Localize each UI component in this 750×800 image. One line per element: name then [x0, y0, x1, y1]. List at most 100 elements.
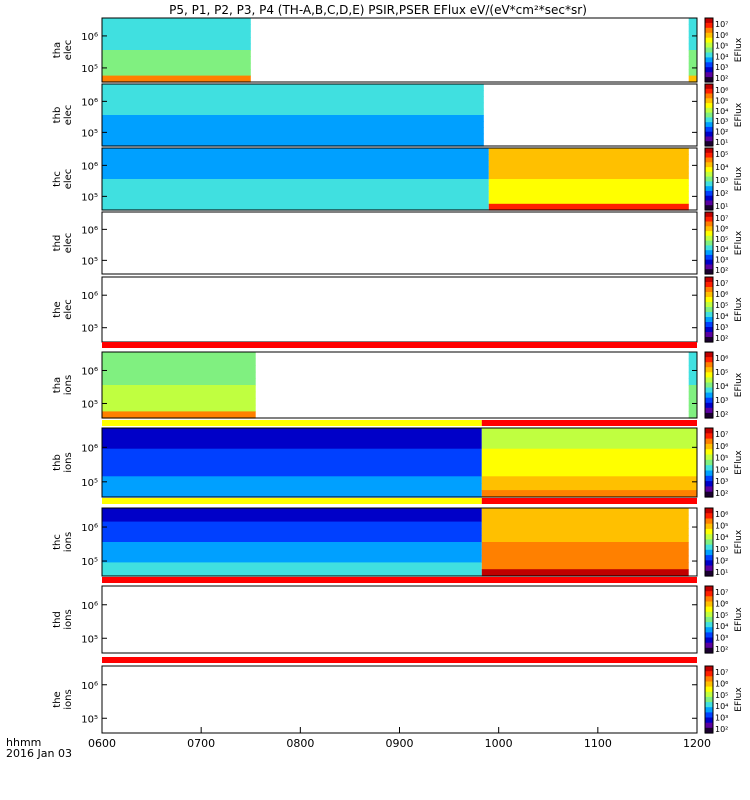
spectrum-band: [102, 428, 482, 436]
colorbar-swatch: [705, 37, 713, 44]
colorbar-swatch: [705, 712, 713, 719]
colorbar-unit-label: EFlux: [734, 372, 744, 397]
colorbar-swatch: [705, 176, 713, 182]
spectrum-band: [488, 191, 689, 199]
colorbar-swatch: [705, 671, 713, 677]
colorbar-tick-label: 10³: [715, 714, 728, 723]
spectrum-band: [102, 404, 256, 412]
colorbar-tick-label: 10⁵: [715, 42, 728, 51]
colorbar-swatch: [705, 221, 713, 227]
colorbar-tick-label: 10⁵: [715, 611, 728, 620]
mode-bars: [102, 342, 697, 663]
spectrum-band: [488, 154, 689, 161]
colorbar-frame: [704, 211, 714, 275]
spectrum-band: [481, 508, 689, 516]
spectrum-band: [102, 75, 251, 83]
colorbar-swatch: [705, 637, 713, 644]
y-tick-label: 10⁵: [81, 128, 98, 139]
colorbar-frame: [704, 147, 714, 211]
spectrum-band: [481, 469, 697, 477]
y-tick-label: 10⁶: [81, 523, 98, 534]
colorbar-tick-label: 10³: [715, 396, 728, 405]
panel-frame: [101, 83, 698, 147]
spectrum-band: [102, 160, 489, 168]
colorbar-swatch: [705, 717, 713, 724]
colorbar-tick-label: 10²: [715, 74, 728, 83]
colorbar-tick-label: 10³: [715, 545, 728, 554]
colorbar-tick-label: 10²: [715, 334, 728, 343]
panel-ylabel: the: [52, 691, 63, 707]
colorbar-tick-label: 10⁴: [715, 163, 728, 172]
spectrum-band: [481, 528, 689, 536]
spectrum-band: [102, 385, 256, 393]
panel-ylabel: thb: [52, 107, 63, 124]
mode-bar-segment: [481, 420, 697, 426]
mode-bar-segment: [481, 498, 697, 504]
colorbar-swatch: [705, 277, 713, 283]
colorbar-swatch: [705, 162, 713, 168]
panel-ylabel: elec: [63, 105, 74, 126]
colorbar-unit-label: EFlux: [734, 102, 744, 127]
x-tick-label: 0800: [286, 737, 314, 750]
colorbar-tick-label: 10⁵: [715, 522, 728, 531]
colorbar-tick-label: 10⁶: [715, 31, 728, 40]
colorbar-frame: [704, 351, 714, 419]
colorbar-swatch: [705, 591, 713, 597]
panel-frame: [101, 585, 698, 654]
colorbar-swatch: [705, 397, 713, 404]
colorbar-tick-label: 10⁶: [715, 599, 728, 608]
spectrum-band: [102, 448, 482, 457]
spectrum-band: [688, 24, 697, 32]
spectrum-band: [102, 37, 251, 45]
colorbar-tick-label: 10²: [715, 645, 728, 654]
colorbar-tick-label: 10³: [715, 323, 728, 332]
colorbar-swatch: [705, 88, 713, 95]
colorbar-swatch: [705, 565, 713, 572]
spectrum-band: [688, 37, 697, 45]
colorbar-swatch: [705, 722, 713, 729]
spectrum-band: [488, 185, 689, 192]
colorbar-swatch: [705, 560, 713, 567]
colorbar-swatch: [705, 570, 713, 577]
spectrum-band: [102, 115, 484, 122]
colorbar-swatch: [705, 27, 713, 34]
colorbar-swatch: [705, 627, 713, 633]
spectrum-band: [488, 203, 689, 211]
colorbar-swatch: [705, 231, 713, 237]
colorbar-swatch: [705, 136, 713, 142]
spectrum-band: [688, 62, 697, 70]
colorbar-swatch: [705, 372, 713, 378]
panel-frame: [101, 17, 698, 83]
spectrum-band: [102, 154, 489, 161]
colorbar-swatch: [705, 475, 713, 482]
colorbar-swatch: [705, 312, 713, 318]
colorbar-swatch: [705, 616, 713, 623]
spectrum-band: [481, 428, 697, 436]
colorbar-swatch: [705, 148, 713, 154]
spectrum-band: [102, 102, 484, 110]
spectrum-band: [102, 24, 251, 32]
colorbar-tick-label: 10⁷: [715, 214, 728, 223]
colorbar-swatch: [705, 42, 713, 49]
spectrum-band: [688, 18, 697, 25]
footer-time-label: hhmm: [6, 736, 41, 749]
colorbar-frame: [704, 83, 714, 147]
colorbar-swatch: [705, 112, 713, 118]
colorbar-swatch: [705, 367, 713, 373]
colorbar-swatch: [705, 171, 713, 178]
spectrum-band: [102, 133, 484, 141]
mode-bar-segment: [102, 577, 697, 583]
colorbar-swatch: [705, 52, 713, 58]
panel-ylabel: elec: [63, 169, 74, 190]
spectrum-band: [102, 166, 489, 174]
colorbar-tick-label: 10¹: [715, 138, 728, 147]
colorbar-swatch: [705, 622, 713, 628]
panel-tha-ions: 10⁶ 10⁵ tha ions 10⁶ 10⁵ 10⁴ 10³ 10² EFlux: [52, 351, 744, 419]
spectrum-band: [102, 96, 484, 104]
colorbar-tick-label: 10⁶: [715, 510, 728, 519]
colorbar-swatch: [705, 523, 713, 530]
y-tick-label: 10⁵: [81, 557, 98, 568]
panel-ylabel: ions: [63, 609, 74, 629]
colorbar-swatch: [705, 269, 713, 275]
